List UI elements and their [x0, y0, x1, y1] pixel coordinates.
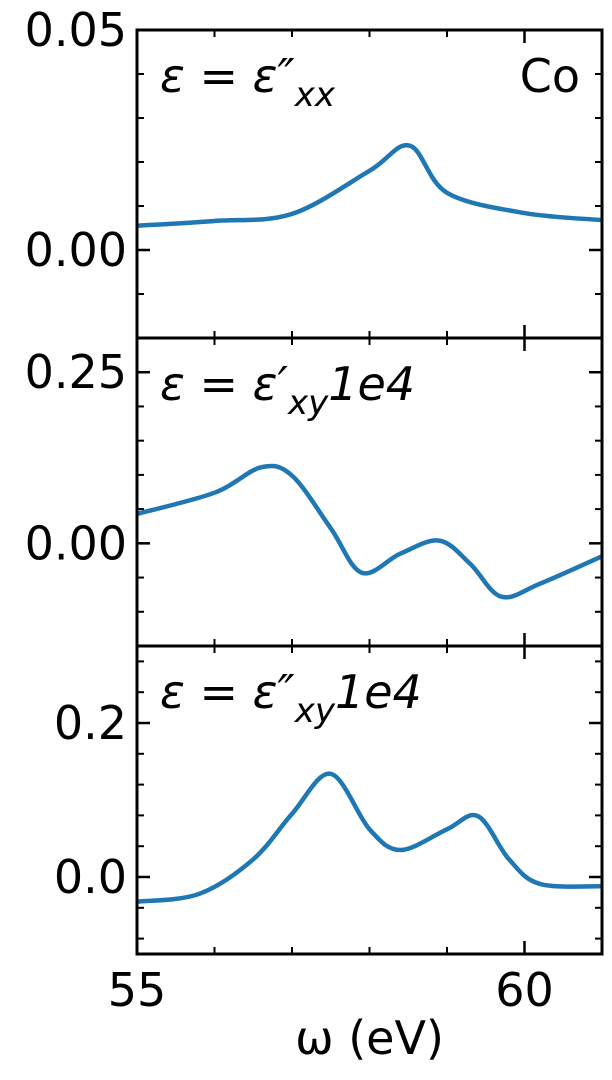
y-tick-label: 0.00	[25, 516, 127, 570]
annotation: ε = ε″xx	[160, 49, 336, 115]
data-line	[136, 771, 603, 904]
x-tick-label: 60	[495, 963, 554, 1017]
annotation-tail: 1e4	[335, 665, 422, 719]
annotation-tail: 1e4	[328, 357, 415, 411]
x-axis-label: ω (eV)	[295, 1011, 444, 1065]
x-tick-label: 55	[108, 963, 167, 1017]
annotation: ε = ε′xy1e4	[160, 357, 415, 423]
element-label: Co	[520, 49, 580, 103]
annotation-main: ε = ε″	[160, 665, 295, 719]
annotation-sub: xx	[294, 75, 336, 115]
data-line	[136, 463, 603, 600]
y-tick-label: 0.0	[54, 850, 127, 904]
data-line	[136, 143, 603, 229]
y-tick-label: 0.25	[25, 345, 127, 399]
y-tick-label: 0.05	[25, 3, 127, 57]
annotation: ε = ε″xy1e4	[160, 665, 422, 731]
frame	[135, 644, 604, 956]
annotation-sub: xy	[287, 383, 329, 423]
annotation-sub: xy	[294, 691, 336, 731]
annotation-main: ε = ε′	[160, 357, 289, 411]
y-tick-label: 0.00	[25, 223, 127, 277]
y-tick-label: 0.2	[54, 696, 127, 750]
annotation-main: ε = ε″	[160, 49, 295, 103]
